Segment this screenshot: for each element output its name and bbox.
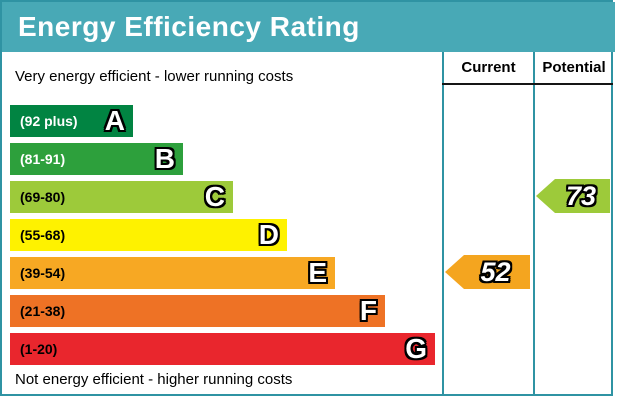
- bottom-caption: Not energy efficient - higher running co…: [15, 371, 293, 388]
- band-b-range-label: (81-91): [20, 151, 66, 167]
- band-d-range-label: (55-68): [20, 227, 66, 243]
- band-d: (55-68) D: [10, 219, 287, 251]
- current-column-header: Current: [461, 59, 516, 76]
- band-g-letter: G: [405, 333, 427, 364]
- current-column-divider: [442, 52, 444, 396]
- current-rating-value: 52: [480, 256, 511, 287]
- potential-rating-arrow: 73: [536, 179, 610, 213]
- top-caption: Very energy efficient - lower running co…: [15, 68, 294, 85]
- band-d-letter: D: [258, 219, 279, 250]
- band-e-letter: E: [308, 257, 327, 288]
- chart-header-bar: Energy Efficiency Rating: [2, 2, 615, 52]
- rating-bands: (92 plus) A (81-91) B (69-80) C (55-68) …: [10, 105, 442, 371]
- band-b: (81-91) B: [10, 143, 183, 175]
- band-f-letter: F: [359, 295, 377, 326]
- band-c-range-label: (69-80): [20, 189, 66, 205]
- band-g-range-label: (1-20): [20, 341, 58, 357]
- chart-frame: Energy Efficiency Rating Current Potenti…: [0, 0, 615, 396]
- band-e: (39-54) E: [10, 257, 335, 289]
- band-b-letter: B: [154, 143, 175, 174]
- potential-rating-value: 73: [565, 180, 597, 211]
- band-f: (21-38) F: [10, 295, 385, 327]
- column-header-underline: [442, 83, 613, 85]
- band-f-range-label: (21-38): [20, 303, 66, 319]
- band-a-range-label: (92 plus): [20, 113, 78, 129]
- band-e-range-label: (39-54): [20, 265, 66, 281]
- band-g: (1-20) G: [10, 333, 435, 365]
- band-a-letter: A: [104, 105, 125, 136]
- page-title: Energy Efficiency Rating: [18, 11, 360, 42]
- band-a: (92 plus) A: [10, 105, 133, 137]
- band-c: (69-80) C: [10, 181, 233, 213]
- band-c-letter: C: [204, 181, 225, 212]
- current-rating-arrow: 52: [445, 255, 530, 289]
- potential-column-header: Potential: [542, 59, 606, 76]
- potential-column-divider: [533, 52, 535, 396]
